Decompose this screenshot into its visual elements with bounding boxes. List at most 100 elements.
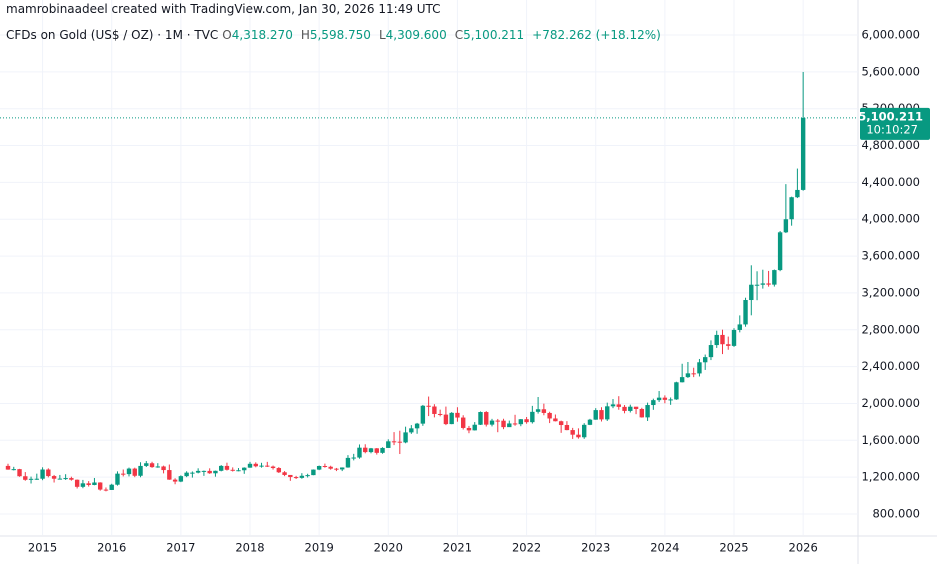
candle-body — [720, 334, 725, 345]
candle-body — [386, 441, 391, 448]
ohlc-value: 4,318.270 — [231, 28, 293, 42]
candle-body — [414, 423, 420, 429]
candle-body — [213, 470, 218, 474]
candle-body — [605, 406, 610, 420]
candle-body — [391, 441, 397, 443]
candle-body — [69, 478, 74, 480]
y-tick-label: 3,200.000 — [861, 285, 920, 299]
y-tick-label: 6,000.000 — [861, 28, 920, 42]
candle-body — [610, 404, 616, 407]
candle-body — [685, 373, 691, 378]
candle-body — [282, 472, 287, 475]
candle-body — [495, 420, 500, 422]
candle-body — [28, 478, 34, 480]
candle-body — [743, 300, 748, 325]
candle-body — [576, 434, 581, 438]
candle-body — [460, 417, 466, 428]
candle-body — [155, 466, 161, 468]
attribution: mamrobinaadeel created with TradingView.… — [6, 2, 441, 16]
candle-body — [766, 283, 771, 285]
candle-body — [409, 428, 414, 433]
candle-body — [357, 447, 362, 458]
candle-body — [80, 483, 86, 487]
candle-body — [97, 482, 103, 490]
x-tick-label: 2017 — [166, 541, 195, 555]
candle-body — [207, 470, 212, 474]
candle-body — [293, 477, 299, 479]
y-tick-label: 2,000.000 — [861, 396, 920, 410]
candle-body — [57, 478, 63, 480]
candle-body — [345, 457, 351, 468]
candle-body — [478, 412, 483, 425]
candle-body — [489, 420, 495, 425]
candle-body — [656, 397, 662, 401]
candle-body — [582, 424, 587, 438]
ohlc-key: O — [222, 28, 232, 42]
candle-body — [501, 420, 506, 428]
x-tick-label: 2025 — [719, 541, 748, 555]
candle-body — [639, 408, 645, 418]
candle-body — [17, 469, 22, 477]
y-tick-label: 4,400.000 — [861, 175, 920, 189]
y-tick-label: 1,600.000 — [861, 433, 920, 447]
candle-body — [144, 463, 149, 466]
candle-body — [363, 447, 368, 453]
candle-body — [149, 463, 155, 468]
candle-body — [558, 421, 564, 426]
candle-body — [368, 448, 374, 453]
candle-body — [305, 475, 310, 477]
candle-body — [668, 399, 673, 401]
candle-body — [161, 466, 166, 471]
candle-body — [599, 410, 604, 420]
candle-body — [783, 219, 789, 233]
candle-body — [167, 470, 172, 480]
candle-body — [420, 405, 426, 424]
candle-body — [322, 466, 328, 468]
candle-body — [570, 430, 575, 435]
candle-body — [34, 478, 40, 480]
candle-body — [512, 423, 518, 425]
candle-body — [564, 425, 570, 431]
candle-body — [547, 412, 552, 419]
ohlc-value: 5,100.211 — [463, 28, 525, 42]
x-tick-label: 2015 — [28, 541, 57, 555]
candle-body — [749, 284, 754, 301]
candle-body — [253, 463, 258, 467]
candle-body — [109, 484, 114, 490]
candle-body — [334, 468, 339, 470]
candle-body — [633, 406, 639, 409]
candle-body — [593, 410, 598, 420]
candle-body — [679, 377, 685, 383]
candle-body — [380, 447, 385, 453]
x-tick-label: 2016 — [97, 541, 126, 555]
candle-body — [507, 423, 512, 428]
y-tick-label: 1,200.000 — [861, 470, 920, 484]
candle-body — [242, 467, 247, 471]
candle-body — [270, 466, 276, 469]
candle-body — [92, 482, 97, 485]
candle-body — [760, 283, 766, 285]
candle-body — [403, 432, 408, 443]
candle-body — [230, 469, 235, 471]
candle-body — [138, 465, 143, 476]
candle-body — [553, 418, 558, 422]
candle-body — [777, 232, 783, 271]
candle-body — [190, 472, 195, 474]
candle-body — [800, 117, 806, 190]
symbol: CFDs on Gold (US$ / OZ) · 1M · TVC — [6, 28, 219, 42]
ohlc-value: 5,598.750 — [309, 28, 371, 42]
candle-body — [132, 468, 137, 476]
ohlc-item: H5,598.750 — [301, 28, 375, 42]
candle-body — [184, 472, 189, 477]
candle-body — [103, 489, 109, 491]
ohlc-item: C5,100.211 — [455, 28, 528, 42]
candle-body — [714, 334, 719, 346]
candle-body — [276, 468, 282, 473]
candle-body — [455, 412, 460, 418]
ohlc-key: L — [378, 28, 386, 42]
candle-body — [236, 470, 241, 472]
candle-body — [126, 468, 132, 475]
candle-body — [311, 469, 316, 476]
candle-body — [530, 411, 535, 423]
candle-body — [178, 476, 184, 482]
